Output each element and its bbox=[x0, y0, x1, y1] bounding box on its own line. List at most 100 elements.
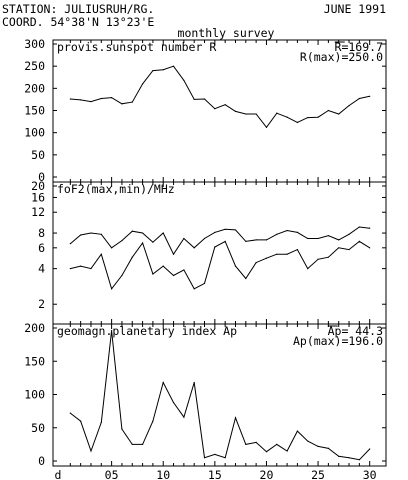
data-point bbox=[172, 401, 175, 404]
data-point bbox=[265, 126, 268, 128]
data-point bbox=[90, 232, 92, 234]
data-point bbox=[111, 288, 113, 290]
data-point bbox=[245, 113, 247, 115]
data-point bbox=[193, 288, 195, 290]
data-point bbox=[172, 65, 175, 67]
data-point bbox=[203, 457, 206, 459]
x-tick-label: 05 bbox=[105, 468, 119, 480]
data-point bbox=[224, 457, 226, 459]
data-point bbox=[162, 381, 164, 384]
data-point bbox=[296, 248, 299, 251]
y-tick-label: 100 bbox=[24, 126, 45, 140]
data-point bbox=[203, 237, 206, 240]
data-point bbox=[162, 232, 164, 234]
panel-title: provis.sunspot number R bbox=[57, 40, 216, 54]
data-point bbox=[358, 240, 360, 242]
data-point bbox=[307, 116, 309, 119]
x-tick-label: d bbox=[55, 468, 62, 480]
data-point bbox=[193, 381, 195, 384]
data-point bbox=[338, 247, 340, 249]
data-point bbox=[224, 228, 226, 230]
data-point bbox=[100, 253, 102, 255]
data-point bbox=[131, 443, 133, 445]
data-point bbox=[358, 459, 360, 461]
data-point bbox=[276, 443, 278, 445]
data-point bbox=[224, 240, 226, 242]
data-point bbox=[234, 229, 237, 231]
panel-title: geomagn.planetary index Ap bbox=[57, 324, 237, 338]
y-tick-label: 50 bbox=[31, 148, 45, 162]
x-tick-label: 25 bbox=[311, 468, 325, 480]
panel-stat: R=169.7 bbox=[335, 40, 384, 54]
data-point bbox=[265, 451, 268, 453]
y-tick-label: 0 bbox=[38, 170, 45, 184]
panel-stat: Ap(max)=196.0 bbox=[293, 334, 383, 348]
y-tick-label: 250 bbox=[24, 59, 45, 73]
data-point bbox=[100, 421, 102, 424]
data-point bbox=[286, 229, 288, 232]
data-point bbox=[234, 110, 237, 112]
data-point bbox=[276, 253, 278, 255]
data-point bbox=[90, 450, 92, 452]
data-point bbox=[327, 256, 329, 258]
data-point bbox=[141, 83, 144, 85]
data-point bbox=[369, 247, 371, 249]
data-point bbox=[121, 103, 123, 105]
data-point bbox=[172, 274, 175, 277]
y-tick-label: 150 bbox=[24, 354, 45, 368]
data-point bbox=[245, 443, 247, 445]
y-tick-label: 50 bbox=[31, 421, 45, 435]
data-point bbox=[183, 416, 185, 418]
data-point bbox=[214, 231, 216, 234]
data-point bbox=[369, 448, 371, 450]
data-point bbox=[121, 428, 123, 430]
y-tick-label: 20 bbox=[31, 179, 45, 193]
data-point bbox=[338, 239, 340, 241]
data-point bbox=[255, 441, 257, 443]
survey-label: monthly survey bbox=[178, 26, 275, 40]
data-point bbox=[214, 246, 216, 248]
data-point bbox=[307, 237, 309, 240]
data-point bbox=[90, 268, 92, 270]
data-point bbox=[369, 227, 371, 229]
data-point bbox=[141, 232, 144, 234]
data-point bbox=[69, 98, 71, 100]
data-point bbox=[131, 256, 133, 258]
y-tick-label: 16 bbox=[31, 190, 45, 204]
data-point bbox=[286, 116, 288, 118]
data-point bbox=[172, 253, 175, 255]
data-point bbox=[121, 274, 123, 277]
data-point bbox=[276, 233, 278, 235]
data-point bbox=[338, 455, 340, 457]
station-label: STATION: JULIUSRUH/RG. bbox=[2, 2, 154, 16]
data-point bbox=[327, 235, 329, 237]
data-point bbox=[327, 447, 329, 449]
data-point bbox=[255, 261, 257, 264]
data-point bbox=[317, 258, 319, 260]
series-line bbox=[69, 330, 371, 461]
data-point bbox=[317, 445, 319, 447]
data-point bbox=[80, 234, 82, 236]
series-line bbox=[70, 65, 370, 129]
panel-title: foF2(max,min)/MHz bbox=[57, 182, 175, 196]
y-tick-label: 2 bbox=[38, 297, 45, 311]
data-point bbox=[214, 453, 216, 455]
data-point bbox=[100, 97, 102, 100]
data-point bbox=[358, 97, 360, 100]
data-point bbox=[358, 226, 360, 228]
data-point bbox=[183, 237, 185, 240]
data-point bbox=[307, 440, 309, 442]
x-tick-label: 30 bbox=[363, 468, 377, 480]
y-tick-label: 8 bbox=[38, 226, 45, 240]
x-tick-label: 10 bbox=[156, 468, 170, 480]
panel-stat: R(max)=250.0 bbox=[300, 50, 383, 64]
coord-label: COORD. 54°38'N 13°23'E bbox=[2, 15, 154, 29]
x-tick-label: 15 bbox=[208, 468, 222, 480]
data-point bbox=[152, 241, 154, 243]
data-point bbox=[203, 282, 206, 285]
data-point bbox=[162, 69, 164, 71]
data-point bbox=[152, 420, 154, 422]
data-point bbox=[369, 95, 371, 97]
